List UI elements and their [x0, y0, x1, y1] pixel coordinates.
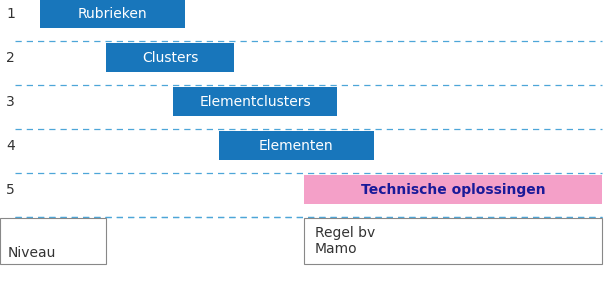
Text: Niveau: Niveau — [7, 245, 56, 260]
FancyBboxPatch shape — [304, 176, 602, 204]
FancyBboxPatch shape — [219, 132, 374, 160]
FancyBboxPatch shape — [173, 88, 337, 116]
Text: Regel bv
Mamo: Regel bv Mamo — [315, 226, 375, 256]
Text: 5: 5 — [6, 183, 15, 197]
Text: 4: 4 — [6, 139, 15, 152]
Text: 1: 1 — [6, 7, 15, 21]
Text: 2: 2 — [6, 51, 15, 65]
FancyBboxPatch shape — [304, 218, 602, 264]
Text: Technische oplossingen: Technische oplossingen — [361, 183, 545, 197]
Text: Elementen: Elementen — [259, 139, 334, 152]
FancyBboxPatch shape — [40, 0, 185, 28]
Text: Elementclusters: Elementclusters — [199, 94, 311, 109]
FancyBboxPatch shape — [106, 43, 234, 72]
Text: 3: 3 — [6, 94, 15, 109]
Text: 6: 6 — [6, 227, 15, 241]
FancyBboxPatch shape — [0, 218, 106, 264]
Text: Rubrieken: Rubrieken — [78, 7, 147, 21]
Text: Clusters: Clusters — [142, 51, 198, 65]
